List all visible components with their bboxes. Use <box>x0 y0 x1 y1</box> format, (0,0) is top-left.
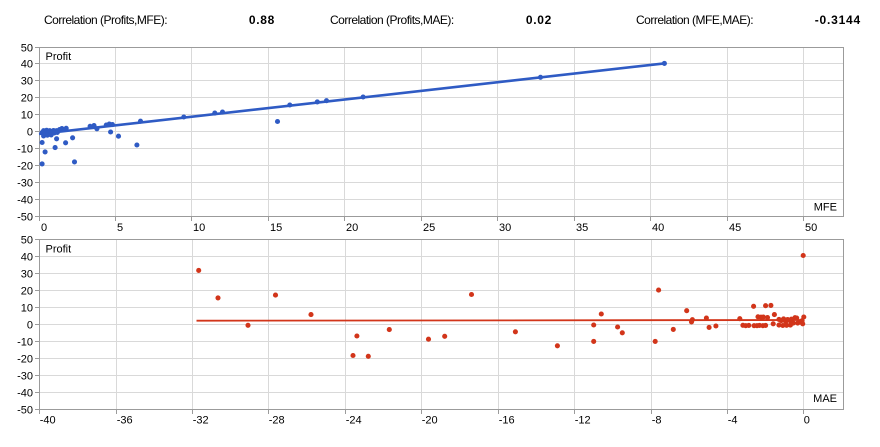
svg-text:-20: -20 <box>422 415 438 427</box>
svg-text:0: 0 <box>41 222 47 234</box>
svg-text:-4: -4 <box>728 415 738 427</box>
svg-text:40: 40 <box>21 252 33 264</box>
svg-text:-12: -12 <box>575 415 591 427</box>
svg-text:0: 0 <box>27 127 33 139</box>
svg-text:-20: -20 <box>17 161 33 173</box>
svg-text:40: 40 <box>652 222 664 234</box>
svg-text:-10: -10 <box>17 337 33 349</box>
svg-text:Correlation (MFE,MAE):: Correlation (MFE,MAE): <box>636 13 753 27</box>
svg-text:20: 20 <box>21 286 33 298</box>
svg-text:10: 10 <box>21 303 33 315</box>
svg-text:50: 50 <box>805 222 817 234</box>
svg-text:20: 20 <box>346 222 358 234</box>
svg-text:-40: -40 <box>40 415 56 427</box>
svg-text:5: 5 <box>117 222 123 234</box>
svg-text:-30: -30 <box>17 371 33 383</box>
svg-text:35: 35 <box>576 222 588 234</box>
svg-text:-0.3144: -0.3144 <box>815 13 861 27</box>
svg-text:-50: -50 <box>17 405 33 417</box>
svg-text:Correlation (Profits,MAE):: Correlation (Profits,MAE): <box>330 13 454 27</box>
svg-text:-24: -24 <box>346 415 362 427</box>
svg-text:-40: -40 <box>17 388 33 400</box>
svg-text:0: 0 <box>804 415 810 427</box>
svg-text:30: 30 <box>21 269 33 281</box>
svg-text:-50: -50 <box>17 212 33 224</box>
svg-text:-10: -10 <box>17 144 33 156</box>
svg-text:20: 20 <box>21 93 33 105</box>
svg-text:10: 10 <box>193 222 205 234</box>
svg-text:45: 45 <box>729 222 741 234</box>
svg-text:-36: -36 <box>117 415 133 427</box>
svg-text:10: 10 <box>21 110 33 122</box>
svg-text:40: 40 <box>21 59 33 71</box>
svg-text:MAE: MAE <box>813 393 837 405</box>
svg-text:-40: -40 <box>17 195 33 207</box>
svg-text:30: 30 <box>499 222 511 234</box>
svg-text:Profit: Profit <box>46 244 72 256</box>
svg-text:-32: -32 <box>193 415 209 427</box>
svg-text:-16: -16 <box>499 415 515 427</box>
svg-text:25: 25 <box>423 222 435 234</box>
svg-text:30: 30 <box>21 76 33 88</box>
svg-text:15: 15 <box>270 222 282 234</box>
svg-text:0.88: 0.88 <box>249 13 275 27</box>
svg-text:-30: -30 <box>17 178 33 190</box>
svg-text:-20: -20 <box>17 354 33 366</box>
svg-text:50: 50 <box>21 235 33 247</box>
svg-text:0.02: 0.02 <box>526 13 552 27</box>
svg-text:-28: -28 <box>269 415 285 427</box>
svg-text:MFE: MFE <box>814 202 837 214</box>
svg-text:Profit: Profit <box>46 51 72 63</box>
svg-text:0: 0 <box>27 320 33 332</box>
svg-text:50: 50 <box>21 43 33 55</box>
svg-text:-8: -8 <box>652 415 662 427</box>
svg-text:Correlation (Profits,MFE):: Correlation (Profits,MFE): <box>44 13 167 27</box>
